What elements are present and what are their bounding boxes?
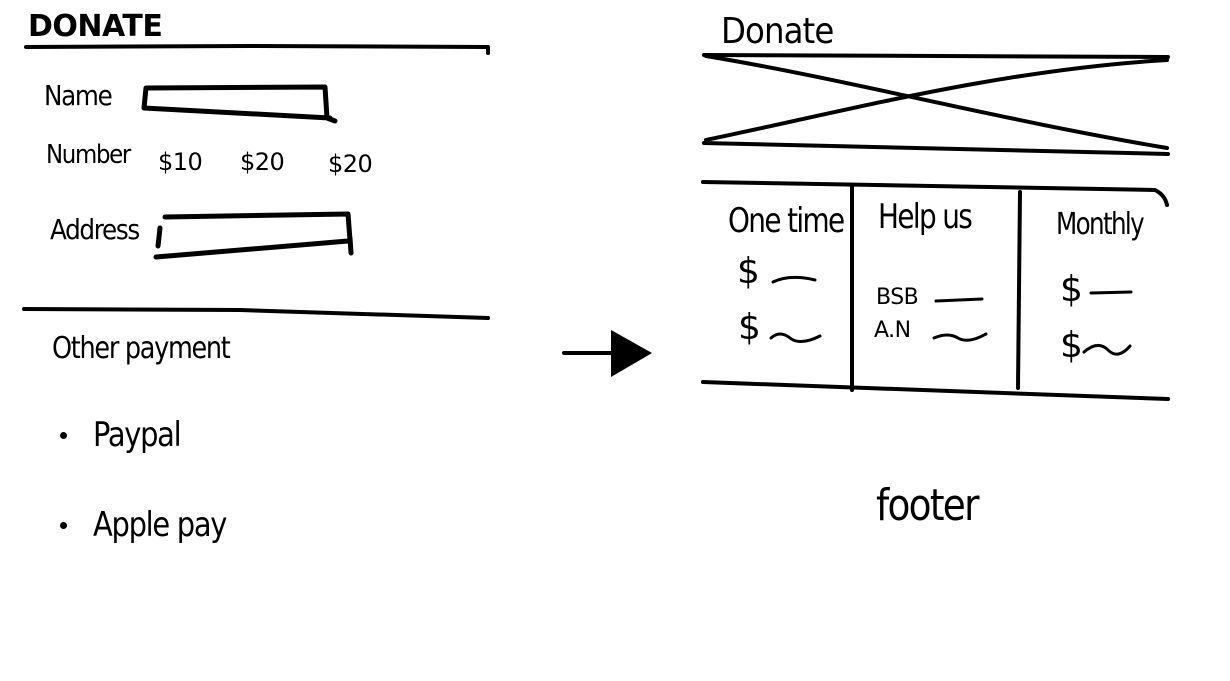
monthly-amount[interactable]: $ xyxy=(1060,269,1083,310)
bsb-label: BSB xyxy=(876,285,919,310)
bullet-icon xyxy=(60,521,67,529)
monthly-heading: Monthly xyxy=(1056,207,1145,242)
payment-method-item[interactable]: Paypal xyxy=(60,418,196,452)
amount-option[interactable]: $20 xyxy=(240,148,285,176)
help-us-heading: Help us xyxy=(878,197,973,237)
monthly-amount[interactable]: $ xyxy=(1060,325,1083,366)
right-arrow-icon xyxy=(562,330,652,377)
address-input-box xyxy=(153,211,354,260)
other-payment-heading: Other payment xyxy=(52,331,231,366)
footer-label: footer xyxy=(876,480,979,531)
number-label: Number xyxy=(46,140,131,170)
amount-option[interactable]: $20 xyxy=(328,150,373,178)
donate-title: DONATE xyxy=(28,9,163,44)
payment-method-label: Paypal xyxy=(93,415,182,455)
amount-option[interactable]: $10 xyxy=(158,148,203,176)
donation-options-table xyxy=(701,180,1170,401)
name-label: Name xyxy=(44,79,113,112)
title-underline xyxy=(24,44,490,55)
image-placeholder-icon xyxy=(702,53,1170,156)
one-time-heading: One time xyxy=(728,201,845,241)
bullet-icon xyxy=(60,431,67,439)
account-number-label: A.N xyxy=(874,318,911,343)
address-label: Address xyxy=(50,213,140,246)
amount-dashes xyxy=(769,275,1133,356)
one-time-amount[interactable]: $ xyxy=(738,307,761,348)
payment-method-item[interactable]: Apple pay xyxy=(60,508,250,542)
name-input-box xyxy=(141,84,338,124)
payment-method-label: Apple pay xyxy=(93,505,227,545)
donate-title-revised: Donate xyxy=(721,11,834,52)
section-divider xyxy=(22,307,490,320)
one-time-amount[interactable]: $ xyxy=(737,251,760,292)
